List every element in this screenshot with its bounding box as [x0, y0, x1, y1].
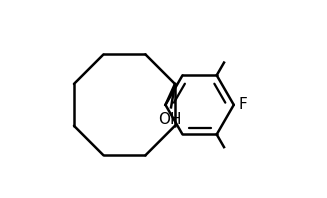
Text: OH: OH	[158, 112, 182, 127]
Text: F: F	[239, 97, 248, 112]
